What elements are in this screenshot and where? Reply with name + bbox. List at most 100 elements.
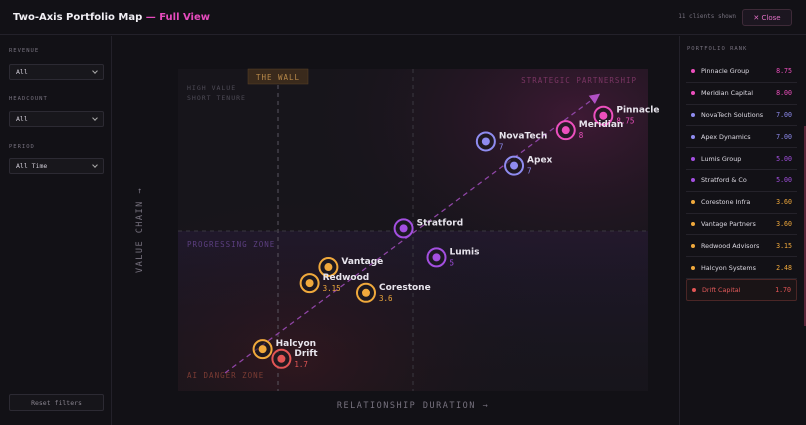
- point-dot-meridian: [561, 126, 570, 135]
- page-title: Two-Axis Portfolio Map — Full View: [13, 12, 210, 23]
- rank-item-score: 5.00: [776, 176, 792, 185]
- rank-item-score: 2.48: [776, 263, 792, 272]
- point-value-novatech: 7: [499, 142, 504, 151]
- rank-item-score: 8.75: [776, 67, 792, 76]
- rank-item-name: Lumis Group: [701, 154, 742, 163]
- point-label-stratford: Stratford: [417, 218, 464, 228]
- period-select[interactable]: All Time: [9, 158, 104, 174]
- header-bar: Two-Axis Portfolio Map — Full View 11 cl…: [0, 0, 806, 35]
- reset-filters-button[interactable]: Reset filters: [9, 394, 104, 411]
- rank-item[interactable]: Corestone Infra 3.60: [686, 192, 797, 214]
- point-label-novatech: NovaTech: [499, 131, 547, 141]
- rank-item[interactable]: Drift Capital 1.70: [686, 278, 797, 301]
- scatter-chart-area: THE WALL HIGH VALUE SHORT TENURE STRATEGIC …: [113, 36, 678, 425]
- period-filter-label: PERIOD: [9, 144, 35, 150]
- status-dot-icon: [691, 200, 695, 205]
- point-dot-stratford: [399, 224, 408, 233]
- filters-sidebar: REVENUE All HEADCOUNT All PERIOD All Tim…: [0, 36, 112, 425]
- rank-item-score: 3.60: [776, 198, 792, 207]
- point-label-apex: Apex: [527, 156, 553, 166]
- rank-item-score: 5.00: [776, 154, 792, 163]
- rank-item[interactable]: Halcyon Systems 2.48: [686, 257, 797, 279]
- rank-item-name: Halcyon Systems: [701, 263, 756, 272]
- chevron-down-icon: [92, 115, 98, 121]
- x-axis-label: RELATIONSHIP DURATION →: [337, 401, 489, 411]
- title-accent: — Full View: [145, 11, 211, 23]
- status-dot-icon: [691, 178, 695, 183]
- clients-count: 11 clients shown: [678, 13, 736, 20]
- zone-label-danger: AI DANGER ZONE: [187, 371, 264, 380]
- rank-item[interactable]: Stratford & Co 5.00: [686, 170, 797, 192]
- title-main: Two-Axis Portfolio Map: [13, 11, 143, 23]
- rank-item-name: Stratford & Co: [701, 176, 747, 185]
- point-value-meridian: 8: [579, 131, 584, 140]
- rank-item-score: 7.00: [776, 110, 792, 119]
- headcount-value: All: [16, 115, 28, 123]
- rank-item-score: 3.60: [776, 219, 792, 228]
- rank-item[interactable]: Lumis Group 5.00: [686, 148, 797, 170]
- point-value-drift: 1.7: [294, 360, 308, 369]
- rank-item-name: Pinnacle Group: [701, 67, 750, 76]
- rank-item-score: 7.00: [776, 132, 792, 141]
- rank-item[interactable]: Meridian Capital 8.00: [686, 83, 797, 105]
- status-dot-icon: [691, 112, 695, 117]
- point-value-corestone: 3.6: [379, 294, 393, 303]
- rank-item[interactable]: Vantage Partners 3.60: [686, 214, 797, 236]
- point-dot-lumis: [432, 253, 441, 262]
- point-dot-pinnacle: [599, 111, 608, 120]
- point-value-redwood: 3.15: [323, 284, 341, 293]
- headcount-select[interactable]: All: [9, 111, 104, 127]
- point-dot-apex: [510, 161, 519, 170]
- rank-item-score: 8.00: [776, 89, 792, 98]
- portfolio-rank-heading: PORTFOLIO RANK: [687, 46, 748, 52]
- rank-item[interactable]: NovaTech Solutions 7.00: [686, 105, 797, 127]
- rank-item-name: Apex Dynamics: [701, 132, 751, 141]
- rank-item-name: Corestone Infra: [701, 198, 751, 207]
- point-value-lumis: 5: [450, 258, 455, 267]
- wall-label: THE WALL: [256, 73, 300, 82]
- rank-item[interactable]: Apex Dynamics 7.00: [686, 126, 797, 149]
- revenue-value: All: [16, 68, 28, 76]
- headcount-filter-label: HEADCOUNT: [9, 96, 48, 102]
- rank-item-name: Meridian Capital: [701, 89, 754, 98]
- rank-item-name: Drift Capital: [702, 285, 741, 294]
- revenue-select[interactable]: All: [9, 64, 104, 80]
- point-dot-drift: [277, 354, 286, 363]
- status-dot-icon: [691, 134, 695, 139]
- point-label-vantage: Vantage: [341, 257, 383, 267]
- rank-item-name: NovaTech Solutions: [701, 110, 764, 119]
- scrollbar[interactable]: [804, 126, 806, 326]
- point-dot-halcyon: [258, 345, 267, 354]
- point-value-apex: 7: [527, 167, 532, 176]
- chevron-down-icon: [92, 162, 98, 168]
- status-dot-icon: [692, 287, 696, 292]
- point-label-meridian: Meridian: [579, 120, 624, 130]
- rank-item[interactable]: Redwood Advisors 3.15: [686, 235, 797, 258]
- zone-label-strategic: STRATEGIC PARTNERSHIP: [521, 76, 637, 85]
- zone-label-high-value: HIGH VALUE: [187, 84, 236, 92]
- period-value: All Time: [16, 162, 48, 170]
- status-dot-icon: [691, 91, 695, 96]
- status-dot-icon: [691, 156, 695, 161]
- plot-area: THE WALL HIGH VALUE SHORT TENURE STRATEGIC …: [135, 68, 659, 411]
- y-axis-label: VALUE CHAIN →: [135, 187, 145, 273]
- point-dot-redwood: [305, 279, 314, 288]
- zone-label-progressing: PROGRESSING ZONE: [187, 240, 275, 249]
- point-dot-corestone: [362, 288, 370, 297]
- status-dot-icon: [691, 243, 695, 248]
- point-value-pinnacle: 8.75: [616, 117, 634, 126]
- point-label-pinnacle: Pinnacle: [616, 106, 659, 116]
- status-dot-icon: [691, 265, 695, 270]
- rank-item-score: 1.70: [775, 285, 791, 294]
- point-label-drift: Drift: [294, 349, 318, 359]
- rank-item-name: Vantage Partners: [701, 219, 756, 228]
- point-label-corestone: Corestone: [379, 283, 431, 293]
- portfolio-rank-panel: PORTFOLIO RANK Pinnacle Group 8.75 Meridia…: [679, 36, 806, 425]
- portfolio-scatter-chart: THE WALL HIGH VALUE SHORT TENURE STRATEGIC …: [135, 68, 659, 411]
- rank-list: Pinnacle Group 8.75 Meridian Capital 8.00 No…: [686, 61, 797, 301]
- chevron-down-icon: [92, 68, 98, 74]
- rank-item[interactable]: Pinnacle Group 8.75: [686, 61, 797, 83]
- rank-item-score: 3.15: [776, 241, 792, 250]
- close-button[interactable]: ✕ Close: [742, 9, 792, 26]
